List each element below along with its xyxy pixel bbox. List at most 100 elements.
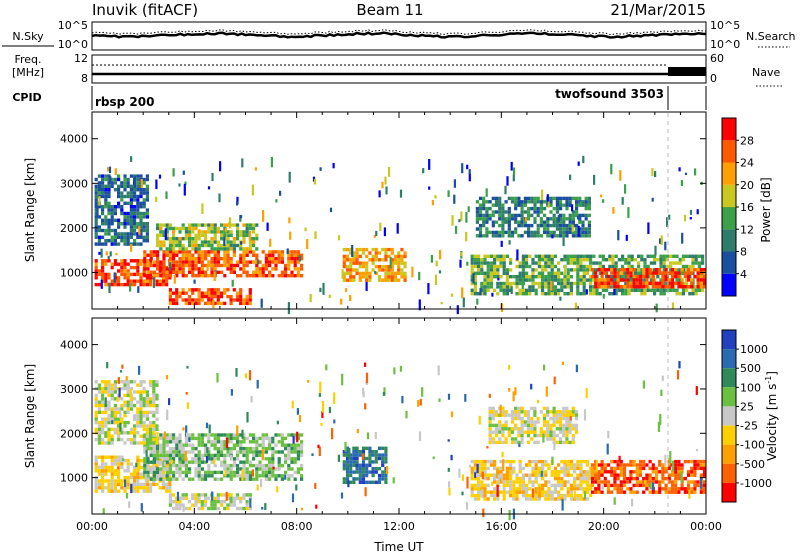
power-cell	[602, 199, 605, 203]
velocity-cell	[184, 460, 188, 464]
power-cell	[165, 226, 169, 231]
power-cell	[159, 230, 163, 234]
velocity-cell	[268, 443, 272, 447]
power-cell	[342, 264, 346, 269]
power-cell	[621, 275, 625, 279]
velocity-cell	[525, 490, 529, 494]
power-cell	[235, 294, 240, 299]
velocity-cell	[104, 410, 108, 415]
velocity-cell	[534, 463, 538, 467]
velocity-colorbar-swatch	[722, 425, 736, 445]
power-cell	[640, 258, 644, 262]
power-cell	[514, 213, 518, 218]
power-cell	[188, 226, 192, 231]
power-cell	[521, 264, 525, 269]
velocity-cell	[461, 491, 464, 496]
velocity-cell	[493, 463, 497, 467]
velocity-cell	[300, 440, 304, 444]
power-cell	[497, 278, 500, 281]
power-cell	[161, 282, 165, 287]
power-cell	[552, 196, 556, 201]
power-cell	[393, 258, 398, 262]
velocity-cell	[569, 493, 573, 498]
velocity-cell	[113, 403, 117, 408]
velocity-cell	[574, 416, 579, 421]
power-cell	[123, 201, 127, 205]
power-cell	[537, 254, 541, 258]
power-cell	[197, 270, 201, 274]
power-cell	[578, 217, 582, 221]
power-cell	[489, 278, 493, 282]
power-cell	[575, 210, 579, 214]
power-cell	[552, 213, 556, 218]
power-cell	[486, 268, 490, 272]
velocity-cell	[101, 393, 105, 398]
velocity-cell	[530, 423, 534, 428]
power-cell	[194, 223, 198, 227]
velocity-cell	[361, 477, 366, 481]
power-cell	[470, 264, 474, 269]
velocity-cell	[361, 470, 366, 474]
power-cell	[107, 208, 111, 212]
velocity-cell	[152, 410, 156, 415]
velocity-cell	[626, 487, 630, 491]
velocity-cell	[156, 477, 160, 481]
velocity-cell	[674, 463, 678, 467]
power-cell	[235, 291, 240, 295]
power-cell	[568, 203, 572, 207]
velocity-cell	[680, 463, 684, 467]
velocity-cell	[384, 480, 388, 484]
velocity-cell	[502, 493, 506, 498]
velocity-cell	[184, 451, 187, 462]
power-cell	[470, 258, 474, 262]
velocity-cell	[223, 467, 227, 471]
power-cell	[213, 253, 217, 257]
velocity-cell	[152, 403, 156, 408]
velocity-cell	[149, 489, 153, 493]
power-cell	[557, 288, 561, 292]
power-cell	[216, 240, 220, 244]
velocity-cell	[565, 420, 569, 424]
power-colorbar-swatch	[722, 207, 736, 230]
velocity-cell	[544, 459, 548, 464]
velocity-cell	[111, 420, 114, 425]
power-cell	[536, 200, 540, 204]
velocity-cell	[560, 466, 564, 471]
velocity-cell	[670, 480, 675, 484]
power-cell	[104, 191, 108, 195]
velocity-cell	[232, 503, 236, 507]
power-cell	[648, 271, 652, 275]
velocity-cell	[573, 480, 577, 484]
power-cell	[184, 291, 188, 295]
power-cell	[98, 251, 101, 255]
velocity-cell	[530, 416, 534, 421]
velocity-cell	[539, 433, 543, 438]
power-cell	[546, 217, 550, 221]
power-cell	[184, 260, 188, 264]
velocity-cell	[496, 485, 499, 497]
power-cell	[200, 257, 204, 261]
velocity-cell	[188, 433, 192, 437]
velocity-cell	[280, 433, 284, 437]
power-colorbar-swatch	[722, 140, 736, 163]
velocity-cell	[560, 493, 564, 498]
velocity-cell	[514, 416, 518, 421]
velocity-cell	[688, 489, 691, 499]
velocity-cell	[287, 474, 291, 478]
power-cell	[597, 278, 601, 282]
power-cell	[563, 278, 567, 282]
power-cell	[640, 271, 644, 275]
power-cell	[120, 232, 124, 236]
velocity-cell	[616, 483, 620, 488]
power-cell	[210, 250, 214, 254]
power-cell	[557, 281, 561, 286]
power-cell	[129, 184, 133, 188]
velocity-cell	[658, 470, 662, 474]
velocity-cell	[264, 436, 268, 441]
power-cell	[351, 245, 354, 258]
velocity-cell	[384, 453, 388, 457]
velocity-cell	[558, 410, 563, 414]
power-cell	[498, 200, 502, 204]
power-cell	[300, 253, 304, 257]
